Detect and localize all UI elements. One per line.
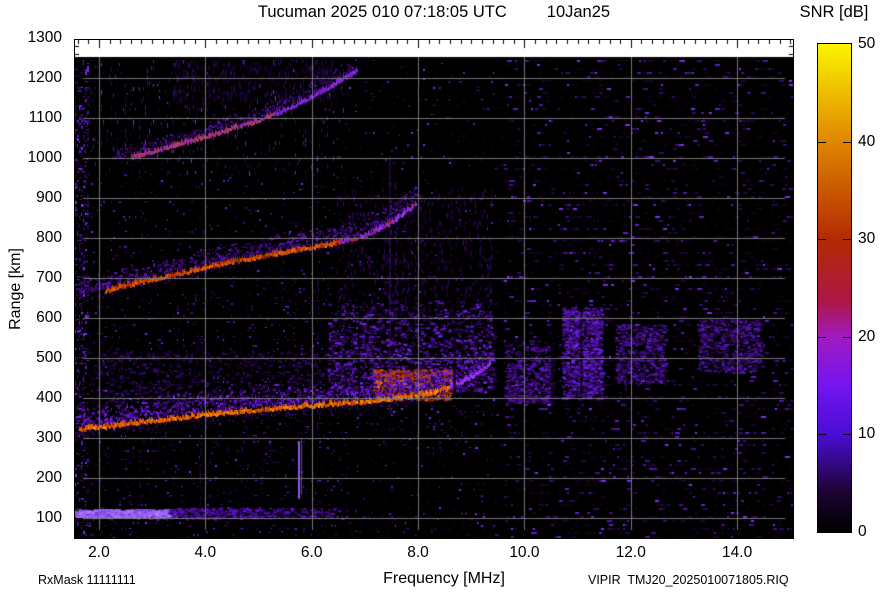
x-tick-label: 4.0 xyxy=(194,544,217,561)
x-tick-label: 14.0 xyxy=(722,544,753,561)
colorbar-tick-label: 50 xyxy=(858,35,876,52)
y-tick-label: 1300 xyxy=(27,29,62,46)
ionogram-canvas xyxy=(75,40,793,538)
snr-colorbar xyxy=(817,43,852,533)
colorbar-tick xyxy=(843,141,851,143)
colorbar-tick-label: 30 xyxy=(858,230,876,248)
colorbar-tick-label: 40 xyxy=(858,132,876,150)
x-axis-title: Frequency [MHz] xyxy=(383,570,505,587)
y-tick-label: 500 xyxy=(36,349,62,366)
x-tick-label: 10.0 xyxy=(509,544,540,561)
y-tick-label: 1200 xyxy=(27,69,62,86)
y-tick-label: 400 xyxy=(36,389,62,406)
y-tick-label: 1100 xyxy=(28,109,62,126)
colorbar-tick xyxy=(818,141,826,143)
colorbar-tick xyxy=(818,239,826,241)
colorbar-tick xyxy=(818,434,826,436)
colorbar-tick-label: 10 xyxy=(858,425,876,443)
y-tick-label: 800 xyxy=(36,229,62,246)
x-tick-label: 2.0 xyxy=(88,544,110,561)
x-tick-label: 12.0 xyxy=(615,544,646,561)
x-tick-label: 6.0 xyxy=(300,544,323,561)
rxmask-text: RxMask 11111111 xyxy=(38,573,136,587)
y-tick-label: 300 xyxy=(36,429,62,446)
y-tick-label: 100 xyxy=(36,509,62,526)
plot-area xyxy=(74,39,794,539)
y-tick-label: 1000 xyxy=(27,149,62,166)
plot-date: 10Jan25 xyxy=(546,3,611,21)
source-file-text: VIPIR TMJ20_2025010071805.RIQ xyxy=(588,573,789,587)
y-tick-label: 200 xyxy=(36,469,62,486)
plot-title: Tucuman 2025 010 07:18:05 UTC xyxy=(257,3,507,21)
colorbar-tick xyxy=(843,336,851,338)
y-tick-label: 600 xyxy=(36,309,62,326)
colorbar-tick xyxy=(843,239,851,241)
colorbar-tick-label: 0 xyxy=(858,523,867,540)
y-axis-title: Range [km] xyxy=(7,248,24,330)
y-tick-label: 900 xyxy=(36,189,62,206)
colorbar-tick xyxy=(818,336,826,338)
colorbar-title: SNR [dB] xyxy=(799,3,869,21)
y-tick-label: 700 xyxy=(36,269,62,286)
colorbar-tick xyxy=(843,434,851,436)
colorbar-tick-label: 20 xyxy=(858,327,876,345)
title-row: Tucuman 2025 010 07:18:05 UTC 10Jan25 xyxy=(75,3,793,22)
x-tick-label: 8.0 xyxy=(407,544,429,561)
